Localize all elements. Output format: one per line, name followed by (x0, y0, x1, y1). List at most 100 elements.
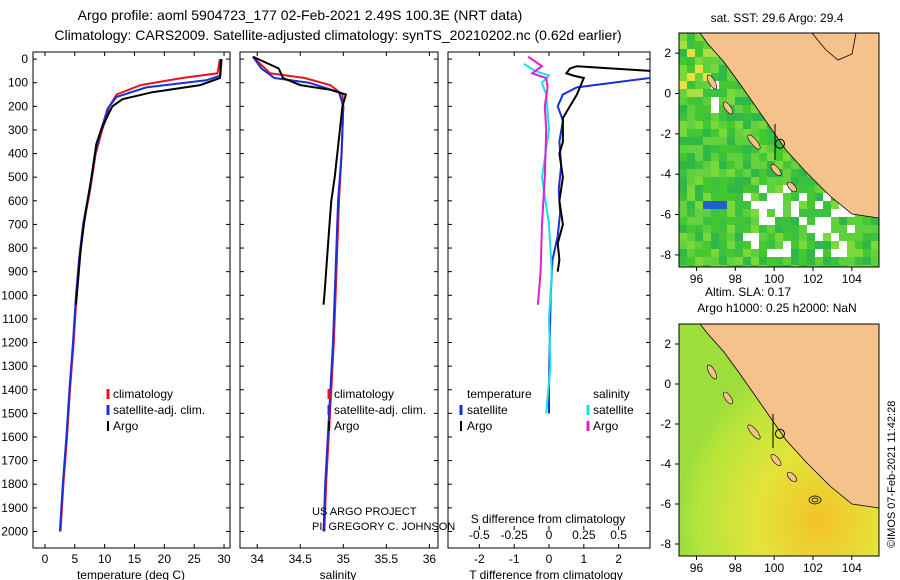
sst-cell (767, 153, 775, 161)
sst-cell (775, 225, 783, 233)
sst-cell (751, 161, 759, 169)
sst-cell (703, 161, 711, 169)
sst-cell (767, 169, 775, 177)
sst-cell (775, 233, 783, 241)
sst-cell (703, 193, 711, 201)
island (770, 454, 782, 466)
sst-cell (751, 201, 759, 209)
sst-cell (727, 249, 735, 257)
sst-cell (735, 233, 743, 241)
x-tick-label: 30 (217, 552, 231, 566)
depth-tick-label: 1700 (1, 454, 28, 468)
x-tick-label: 1 (580, 552, 587, 566)
sst-cell (871, 257, 879, 265)
sst-cell (727, 185, 735, 193)
sst-cell (807, 241, 815, 249)
sst-cell (815, 241, 823, 249)
s-difference-x-label: S difference from climatology (471, 512, 626, 526)
sst-cell (759, 185, 767, 193)
sst-cell (711, 257, 719, 265)
salinity-plot-frame (239, 51, 439, 549)
sst-cell (807, 217, 815, 225)
sst-cell (679, 137, 687, 145)
credit-pi: PI: GREGORY C. JOHNSON (312, 521, 455, 533)
depth-tick-label: 800 (8, 241, 28, 255)
sst-cell (735, 161, 743, 169)
sst-cell (735, 121, 743, 129)
sst-cell (743, 161, 751, 169)
sst-cell (687, 145, 695, 153)
sst-cell (687, 225, 695, 233)
sst-cell (695, 137, 703, 145)
sst-cell (679, 33, 687, 41)
sst-cell (759, 265, 767, 267)
temperature-plot-frame (32, 51, 231, 549)
sst-cell (767, 185, 775, 193)
sst-cell (743, 193, 751, 201)
series-line-temperature-satellite (548, 77, 651, 414)
sst-cell (711, 57, 719, 65)
sst-cell (863, 225, 871, 233)
sst-cell (839, 249, 847, 257)
sst-cell (703, 209, 711, 217)
sst-cell (679, 225, 687, 233)
sst-cell (743, 201, 751, 209)
sst-cell (847, 249, 855, 257)
sst-cell (847, 257, 855, 265)
island (770, 164, 782, 176)
sst-cell (687, 65, 695, 73)
legend-label-t-satellite: satellite (467, 403, 508, 417)
sst-cell (719, 225, 727, 233)
legend-title-salinity: salinity (593, 387, 630, 401)
sst-cell (687, 33, 695, 41)
sst-cell (679, 65, 687, 73)
sst-cell (703, 257, 711, 265)
sst-cell (759, 217, 767, 225)
sst-cell (727, 233, 735, 241)
sst-cell (807, 265, 815, 267)
sst-cell (751, 257, 759, 265)
sst-cell (783, 201, 791, 209)
sst-cell (783, 193, 791, 201)
sst-cell (871, 265, 879, 267)
sst-cell (695, 233, 703, 241)
sst-cell (735, 89, 743, 97)
sst-cell (727, 201, 735, 209)
sst-cell (823, 209, 831, 217)
sst-cell (719, 249, 727, 257)
sst-cell (687, 177, 695, 185)
sst-cell (679, 161, 687, 169)
sst-cell (831, 233, 839, 241)
sst-cell (759, 169, 767, 177)
sst-cell (711, 161, 719, 169)
sla-map: Altim. SLA: 0.17 Argo h1000: 0.25 h2000:… (660, 285, 880, 575)
legend-label-argo: Argo (334, 419, 360, 433)
sst-cell (799, 225, 807, 233)
sst-cell (695, 97, 703, 105)
sst-cell (687, 129, 695, 137)
sst-cell (687, 41, 695, 49)
sst-cell (791, 169, 799, 177)
sst-cell (751, 145, 759, 153)
sst-cell (727, 241, 735, 249)
sst-cell (783, 153, 791, 161)
sst-cell (759, 161, 767, 169)
sst-cell (679, 73, 687, 81)
sst-cell (727, 217, 735, 225)
sst-cell (727, 209, 735, 217)
sst-cell (735, 185, 743, 193)
sst-cell (679, 105, 687, 113)
sst-cell (711, 129, 719, 137)
sst-cell (703, 57, 711, 65)
sst-cell (807, 225, 815, 233)
x-tick-label: 10 (98, 552, 112, 566)
sst-cell (703, 129, 711, 137)
sst-cell (695, 145, 703, 153)
sst-cell (711, 169, 719, 177)
map-x-tick-label: 100 (764, 561, 784, 575)
sst-cell (743, 217, 751, 225)
sst-cell (735, 137, 743, 145)
sst-cell (703, 241, 711, 249)
sst-cell (751, 177, 759, 185)
sst-cell (679, 249, 687, 257)
